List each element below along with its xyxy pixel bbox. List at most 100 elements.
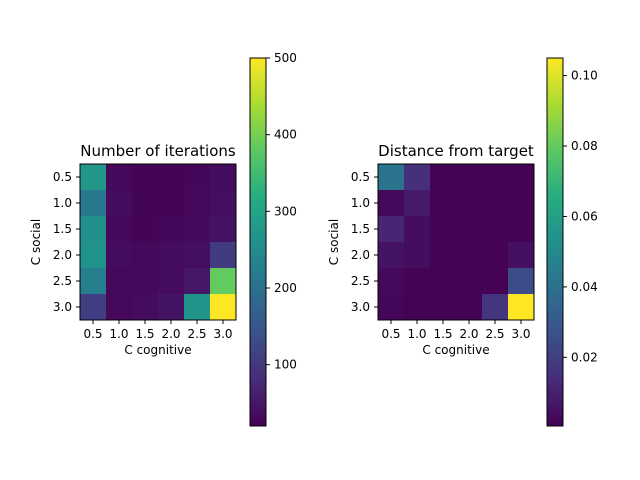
chart2-y-tick-label: 2.5 (351, 274, 370, 288)
chart1-cell (106, 164, 133, 191)
chart1-cell (106, 216, 133, 243)
chart2-cell (430, 190, 457, 217)
chart1-y-tick-label: 1.5 (53, 222, 72, 236)
chart1-cell (132, 216, 159, 243)
chart1-cell (158, 164, 185, 191)
chart2-cell (482, 216, 509, 243)
chart1-y-tick-label: 2.0 (53, 248, 72, 262)
chart1-cell (184, 242, 211, 269)
chart1-cell (132, 294, 159, 321)
chart2-colorbar-tick-label: 0.02 (571, 350, 598, 364)
chart2-x-tick-label: 3.0 (511, 327, 530, 341)
chart1-x-tick-label: 2.5 (187, 327, 206, 341)
chart2-cell (404, 242, 431, 269)
chart2-cell (430, 268, 457, 295)
chart1-cell (184, 294, 211, 321)
chart1-panel: Number of iterations 0.5 1.0 1.5 2.0 2.5 3.0 0.… (29, 51, 297, 427)
chart1-cell (158, 216, 185, 243)
chart2-cell (378, 294, 405, 321)
chart1-xlabel: C cognitive (124, 343, 191, 357)
chart2-colorbar-tick-label: 0.08 (571, 139, 598, 153)
chart2-cell (482, 164, 509, 191)
chart2-y-tick-label: 1.5 (351, 222, 370, 236)
chart1-cell (210, 164, 237, 191)
chart2-x-tick-label: 2.0 (459, 327, 478, 341)
chart2-cell (508, 164, 535, 191)
chart1-cell (210, 190, 237, 217)
chart2-x-tick-label: 0.5 (381, 327, 400, 341)
chart1-colorbar-tick-label: 200 (274, 281, 297, 295)
chart2-cell (378, 216, 405, 243)
chart2-cell (378, 164, 405, 191)
chart1-frame (79, 163, 237, 321)
chart2-cell (404, 164, 431, 191)
chart2-panel: Distance from target 0.5 1.0 1.5 2.0 2.5 3.0 0.… (327, 57, 598, 427)
chart2-cell (404, 216, 431, 243)
chart1-cell (184, 268, 211, 295)
chart2-y-tick-label: 2.0 (351, 248, 370, 262)
chart2-cell (430, 294, 457, 321)
chart2-cell (404, 190, 431, 217)
chart1-cell (80, 242, 107, 269)
chart1-cell (132, 190, 159, 217)
chart1-cell (132, 164, 159, 191)
chart2-cell (430, 216, 457, 243)
chart2-cell (508, 190, 535, 217)
chart1-cell (80, 294, 107, 321)
chart2-cell (430, 242, 457, 269)
chart1-y-tick-label: 2.5 (53, 274, 72, 288)
chart2-cell (378, 190, 405, 217)
chart1-cell (132, 242, 159, 269)
chart1-cell (184, 216, 211, 243)
chart1-cell (210, 216, 237, 243)
chart1-cell (210, 268, 237, 295)
chart2-colorbar-tick-label: 0.06 (571, 209, 598, 223)
chart2-x-tick-label: 1.5 (433, 327, 452, 341)
chart2-y-tick-label: 1.0 (351, 196, 370, 210)
chart2-y-tick-label: 3.0 (351, 300, 370, 314)
chart1-colorbar-tick-label: 500 (274, 51, 297, 65)
chart1-cell (158, 268, 185, 295)
chart2-cell (482, 242, 509, 269)
chart1-x-tick-label: 0.5 (83, 327, 102, 341)
chart1-colorbar-tick-label: 400 (274, 128, 297, 142)
chart2-cell (378, 268, 405, 295)
chart2-cell (456, 242, 483, 269)
chart2-cell (482, 294, 509, 321)
chart1-x-tick-label: 2.0 (161, 327, 180, 341)
chart2-x-tick-label: 1.0 (407, 327, 426, 341)
chart2-cell (430, 164, 457, 191)
chart1-cell (158, 242, 185, 269)
chart2-ylabel: C social (327, 219, 341, 265)
chart2-cell (456, 190, 483, 217)
chart2-cell (508, 216, 535, 243)
chart2-x-tick-label: 2.5 (485, 327, 504, 341)
chart1-cell (80, 216, 107, 243)
chart1-cell (132, 268, 159, 295)
chart2-colorbar-tick-label: 0.10 (571, 69, 598, 83)
chart1-cell (184, 164, 211, 191)
chart1-y-tick-label: 3.0 (53, 300, 72, 314)
chart2-cell (456, 268, 483, 295)
chart2-cell (456, 294, 483, 321)
chart2-frame (377, 163, 535, 321)
chart2-cell (482, 268, 509, 295)
chart1-cell (158, 294, 185, 321)
chart1-cell (106, 190, 133, 217)
chart2-cell (404, 294, 431, 321)
chart2-cell (378, 242, 405, 269)
chart1-cell (210, 294, 237, 321)
chart2-y-tick-label: 0.5 (351, 170, 370, 184)
chart2-colorbar (546, 57, 564, 427)
chart1-title: Number of iterations (80, 142, 236, 160)
chart1-x-tick-label: 1.0 (109, 327, 128, 341)
chart1-ylabel: C social (29, 219, 43, 265)
chart1-cell (184, 190, 211, 217)
chart1-cell (106, 268, 133, 295)
chart2-xlabel: C cognitive (422, 343, 489, 357)
chart2-title: Distance from target (378, 142, 534, 160)
chart1-y-tick-label: 0.5 (53, 170, 72, 184)
chart1-cell (80, 268, 107, 295)
chart1-colorbar-tick-label: 100 (274, 358, 297, 372)
